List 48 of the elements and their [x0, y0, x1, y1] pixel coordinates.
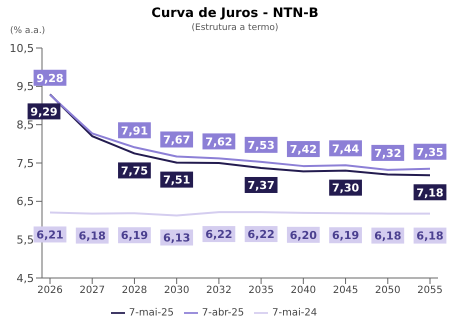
data-label: 6,22 — [205, 228, 232, 242]
data-label: 7,91 — [120, 124, 148, 138]
chart-subtitle: (Estrutura a termo) — [192, 23, 278, 33]
y-tick-label: 9,5 — [16, 80, 34, 94]
data-label: 6,18 — [374, 230, 402, 243]
legend-label: 7-abr-25 — [202, 308, 244, 319]
data-label: 7,67 — [163, 133, 190, 146]
data-label: 6,18 — [78, 230, 106, 243]
data-label: 9,29 — [30, 105, 58, 118]
y-tick-label: 4,5 — [16, 272, 34, 285]
data-label: 7,51 — [163, 174, 190, 187]
legend-label: 7-mai-24 — [272, 308, 318, 319]
x-tick-label: 2028 — [122, 285, 148, 296]
x-tick-label: 2045 — [332, 285, 358, 296]
legend-label: 7-mai-25 — [128, 308, 174, 319]
y-tick-label: 5,5 — [16, 234, 34, 247]
x-tick-label: 2040 — [290, 285, 316, 296]
x-tick-label: 2026 — [37, 285, 63, 296]
data-label: 6,13 — [163, 232, 190, 245]
data-label: 7,30 — [332, 182, 360, 195]
data-label: 7,35 — [416, 146, 444, 159]
data-label: 7,42 — [290, 143, 317, 156]
y-tick-label: 10,5 — [10, 42, 34, 55]
data-label: 9,28 — [36, 72, 64, 85]
y-tick-label: 6,5 — [16, 195, 34, 208]
x-tick-label: 2027 — [79, 285, 105, 296]
data-label: 7,44 — [332, 142, 360, 156]
data-label: 7,75 — [120, 164, 148, 178]
x-tick-label: 2032 — [206, 285, 232, 296]
data-label: 6,19 — [332, 229, 360, 242]
x-tick-label: 2030 — [164, 285, 190, 296]
x-tick-label: 2055 — [417, 285, 443, 296]
y-tick-label: 8,5 — [16, 118, 34, 132]
data-label: 6,18 — [416, 230, 444, 243]
chart-title: Curva de Juros - NTN-B — [150, 6, 320, 21]
data-label: 6,21 — [36, 228, 64, 242]
data-label: 7,37 — [248, 178, 275, 192]
x-tick-label: 2035 — [248, 285, 274, 296]
y-tick-label: 7,5 — [16, 156, 34, 170]
data-label: 7,53 — [248, 138, 275, 152]
y-axis-title: (% a.a.) — [10, 26, 46, 36]
data-label: 7,62 — [205, 135, 232, 148]
data-label: 6,19 — [120, 229, 148, 242]
data-label: 7,18 — [416, 186, 444, 200]
x-tick-label: 2050 — [375, 285, 401, 296]
data-label: 6,20 — [290, 228, 318, 242]
data-label: 6,22 — [248, 228, 275, 242]
data-label: 7,32 — [374, 146, 402, 160]
